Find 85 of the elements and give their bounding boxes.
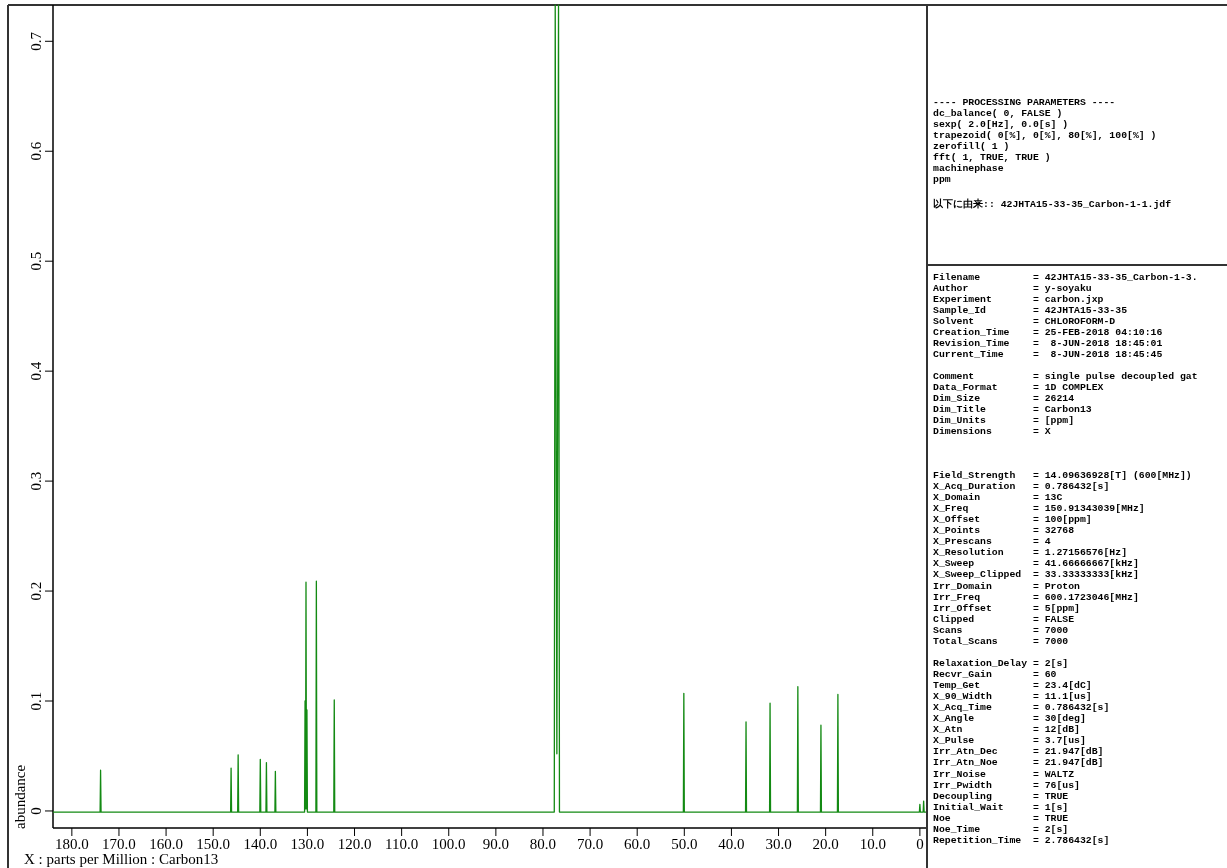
text: Irr_Atn_Dec = 21.947[dB] bbox=[933, 746, 1104, 758]
text: ---- PROCESSING PARAMETERS ---- bbox=[933, 97, 1116, 108]
y-tick-label: 0.5 bbox=[28, 251, 44, 271]
text: Irr_Freq = 600.1723046[MHz] bbox=[933, 591, 1139, 603]
y-tick-label: 0.1 bbox=[28, 691, 44, 711]
x-tick-label: 90.0 bbox=[482, 836, 509, 852]
text: Filename = 42JHTA15-33-35_Carbon-1-3. bbox=[933, 272, 1198, 283]
text: Noe_Time = 2[s] bbox=[933, 823, 1069, 835]
y-axis-title: abundance bbox=[12, 764, 28, 829]
text: X_Resolution = 1.27156576[Hz] bbox=[933, 547, 1128, 559]
text: X_Acq_Duration = 0.786432[s] bbox=[933, 481, 1110, 493]
x-tick-label: 30.0 bbox=[765, 836, 792, 852]
text: Irr_Offset = 5[ppm] bbox=[933, 602, 1080, 614]
text: Temp_Get = 23.4[dC] bbox=[933, 680, 1092, 692]
text: X_Freq = 150.91343039[MHz] bbox=[933, 503, 1145, 515]
x-tick-label: 40.0 bbox=[718, 836, 745, 852]
y-tick-label: 0.6 bbox=[28, 141, 44, 161]
text: Solvent = CHLOROFORM-D bbox=[933, 316, 1116, 328]
x-tick-label: 160.0 bbox=[149, 836, 183, 852]
x-tick-label: 10.0 bbox=[859, 836, 886, 852]
x-tick-label: 170.0 bbox=[102, 836, 136, 852]
text: Scans = 7000 bbox=[933, 624, 1069, 636]
text: Initial_Wait = 1[s] bbox=[933, 801, 1069, 813]
text: X_90_Width = 11.1[us] bbox=[933, 691, 1092, 703]
text: Dim_Title = Carbon13 bbox=[933, 404, 1092, 416]
text: Decoupling = TRUE bbox=[933, 790, 1069, 802]
text: Data_Format = 1D COMPLEX bbox=[933, 382, 1104, 394]
text: X_Acq_Time = 0.786432[s] bbox=[933, 702, 1110, 714]
y-tick-label: 0.2 bbox=[28, 581, 44, 601]
text: Recvr_Gain = 60 bbox=[933, 669, 1057, 681]
text: Noe = TRUE bbox=[933, 812, 1069, 824]
text: Revision_Time = 8-JUN-2018 18:45:01 bbox=[933, 338, 1163, 350]
text: Irr_Atn_Noe = 21.947[dB] bbox=[933, 757, 1104, 769]
text: trapezoid( 0[%], 0[%], 80[%], 100[%] ) bbox=[933, 130, 1157, 142]
x-tick-label: 120.0 bbox=[337, 836, 372, 852]
x-tick-label: 0 bbox=[916, 836, 924, 852]
text: Total_Scans = 7000 bbox=[933, 635, 1069, 647]
text: Irr_Noise = WALTZ bbox=[933, 768, 1075, 780]
text: X_Angle = 30[deg] bbox=[933, 713, 1086, 725]
text: X_Sweep_Clipped = 33.33333333[kHz] bbox=[933, 569, 1139, 581]
x-tick-label: 50.0 bbox=[671, 836, 698, 852]
text: machinephase bbox=[933, 163, 1004, 175]
text: ppm bbox=[933, 174, 951, 186]
text: Irr_Pwidth = 76[us] bbox=[933, 779, 1080, 791]
text: X_Offset = 100[ppm] bbox=[933, 514, 1092, 526]
text: Repetition_Time = 2.786432[s] bbox=[933, 834, 1110, 846]
text: Field_Strength = 14.09636928[T] (600[MHz]) bbox=[933, 470, 1192, 481]
text: Dimensions = X bbox=[933, 426, 1051, 438]
text: Creation_Time = 25-FEB-2018 04:10:16 bbox=[933, 327, 1163, 339]
text: X_Prescans = 4 bbox=[933, 536, 1051, 548]
text: X_Atn = 12[dB] bbox=[933, 724, 1080, 736]
x-tick-label: 110.0 bbox=[385, 836, 419, 852]
text: Clipped = FALSE bbox=[933, 613, 1075, 625]
x-tick-label: 70.0 bbox=[576, 836, 604, 852]
x-tick-label: 140.0 bbox=[243, 836, 278, 852]
text: X_Points = 32768 bbox=[933, 525, 1075, 537]
text: X_Sweep = 41.66666667[kHz] bbox=[933, 558, 1139, 570]
text: X_Pulse = 3.7[us] bbox=[933, 735, 1086, 747]
y-tick-label: 0 bbox=[28, 807, 44, 815]
text: Dim_Size = 26214 bbox=[933, 393, 1075, 405]
y-tick-label: 0.4 bbox=[28, 361, 44, 381]
text: Current_Time = 8-JUN-2018 18:45:45 bbox=[933, 349, 1163, 361]
x-tick-label: 150.0 bbox=[196, 836, 231, 852]
y-tick-label: 0.3 bbox=[28, 471, 44, 491]
text: sexp( 2.0[Hz], 0.0[s] ) bbox=[933, 119, 1069, 131]
text: Relaxation_Delay = 2[s] bbox=[933, 658, 1069, 669]
text: X_Domain = 13C bbox=[933, 492, 1063, 504]
text: Dim_Units = [ppm] bbox=[933, 415, 1075, 427]
x-axis-title: X : parts per Million : Carbon13 bbox=[24, 851, 219, 867]
x-tick-label: 180.0 bbox=[54, 836, 89, 852]
text: Sample_Id = 42JHTA15-33-35 bbox=[933, 305, 1128, 317]
x-tick-label: 80.0 bbox=[529, 836, 557, 852]
text: Experiment = carbon.jxp bbox=[933, 294, 1104, 306]
y-tick-label: 0.7 bbox=[28, 31, 44, 51]
text: 以下に由来:: 42JHTA15-33-35_Carbon-1-1.jdf bbox=[933, 198, 1172, 210]
x-tick-label: 20.0 bbox=[812, 836, 839, 852]
x-tick-label: 60.0 bbox=[624, 836, 651, 852]
text: fft( 1, TRUE, TRUE ) bbox=[933, 152, 1051, 164]
text: zerofill( 1 ) bbox=[933, 141, 1010, 153]
text: dc_balance( 0, FALSE ) bbox=[933, 108, 1063, 120]
text: Comment = single pulse decoupled gat bbox=[933, 371, 1198, 382]
text: Irr_Domain = Proton bbox=[933, 580, 1081, 592]
text: Author = y-soyaku bbox=[933, 283, 1092, 295]
x-tick-label: 130.0 bbox=[290, 836, 325, 852]
x-tick-label: 100.0 bbox=[431, 836, 466, 852]
